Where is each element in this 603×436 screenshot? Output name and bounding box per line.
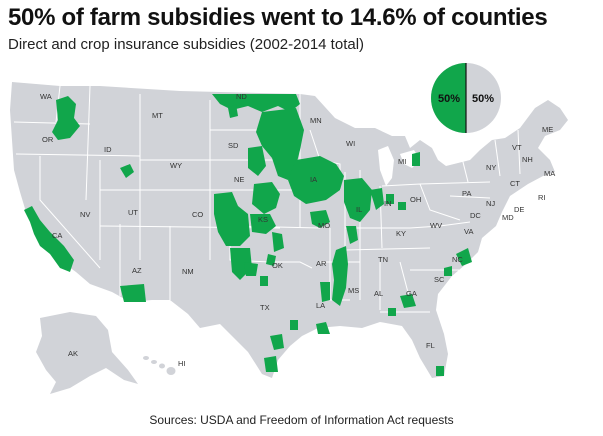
state-label-id: ID [104,145,112,154]
state-label-wy: WY [170,161,182,170]
state-label-ak: AK [68,349,78,358]
state-label-nd: ND [236,92,247,101]
map-title: 50% of farm subsidies went to 14.6% of c… [8,4,548,31]
alaska-shape [36,312,138,394]
sources-note: Sources: USDA and Freedom of Information… [149,413,454,427]
state-label-hi: HI [178,359,186,368]
state-label-tn: TN [378,255,388,264]
state-label-dc: DC [470,211,481,220]
state-label-va: VA [464,227,473,236]
us-map: WA OR CA NV ID MT WY UT AZ CO NM ND SD N… [0,58,603,408]
state-label-fl: FL [426,341,435,350]
state-label-ct: CT [510,179,520,188]
state-label-mt: MT [152,111,163,120]
state-label-ma: MA [544,169,555,178]
state-label-oh: OH [410,195,421,204]
pie-left-slice [431,63,466,133]
state-label-or: OR [42,135,54,144]
state-label-ga: GA [406,289,417,298]
state-label-wv: WV [430,221,442,230]
state-label-in: IN [384,199,392,208]
state-label-ar: AR [316,259,327,268]
state-label-ia: IA [310,175,317,184]
state-label-tx: TX [260,303,270,312]
state-label-ut: UT [128,208,138,217]
contiguous-us-shape [10,82,568,378]
hawaii-shape [143,356,176,375]
state-label-az: AZ [132,266,142,275]
state-label-ok: OK [272,261,283,270]
state-labels: WA OR CA NV ID MT WY UT AZ CO NM ND SD N… [40,92,555,368]
state-label-nj: NJ [486,199,495,208]
us-map-svg: WA OR CA NV ID MT WY UT AZ CO NM ND SD N… [10,63,568,394]
state-label-mi: MI [398,157,406,166]
state-label-al: AL [374,289,383,298]
highlighted-counties [24,94,472,376]
state-label-nm: NM [182,267,194,276]
state-label-sc: SC [434,275,445,284]
pie-left-label: 50% [438,93,460,105]
state-label-mo: MO [318,221,330,230]
state-label-de: DE [514,205,524,214]
state-label-ny: NY [486,163,496,172]
state-label-nv: NV [80,210,90,219]
state-label-vt: VT [512,143,522,152]
state-label-ca: CA [52,231,62,240]
state-label-nh: NH [522,155,533,164]
state-label-wi: WI [346,139,355,148]
state-label-pa: PA [462,189,471,198]
pie-right-label: 50% [472,93,494,105]
state-label-ri: RI [538,193,546,202]
great-lakes-shape [378,146,394,186]
state-label-la: LA [316,301,325,310]
state-label-ky: KY [396,229,406,238]
state-label-ms: MS [348,286,359,295]
state-label-ne: NE [234,175,244,184]
state-label-sd: SD [228,141,239,150]
state-label-co: CO [192,210,203,219]
state-label-mn: MN [310,116,322,125]
map-subtitle: Direct and crop insurance subsidies (200… [8,36,365,53]
pie-chart: 50% 50% [431,63,501,133]
state-label-ks: KS [258,215,268,224]
state-label-nc: NC [452,255,463,264]
state-label-me: ME [542,125,553,134]
state-label-md: MD [502,213,514,222]
state-label-wa: WA [40,92,52,101]
state-label-il: IL [356,205,362,214]
